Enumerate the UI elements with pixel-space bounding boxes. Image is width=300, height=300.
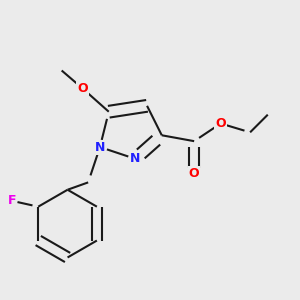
Text: O: O xyxy=(77,82,88,95)
Text: N: N xyxy=(130,152,140,165)
Text: O: O xyxy=(189,167,200,180)
Text: O: O xyxy=(215,117,226,130)
Text: N: N xyxy=(95,141,105,154)
Text: F: F xyxy=(8,194,16,207)
